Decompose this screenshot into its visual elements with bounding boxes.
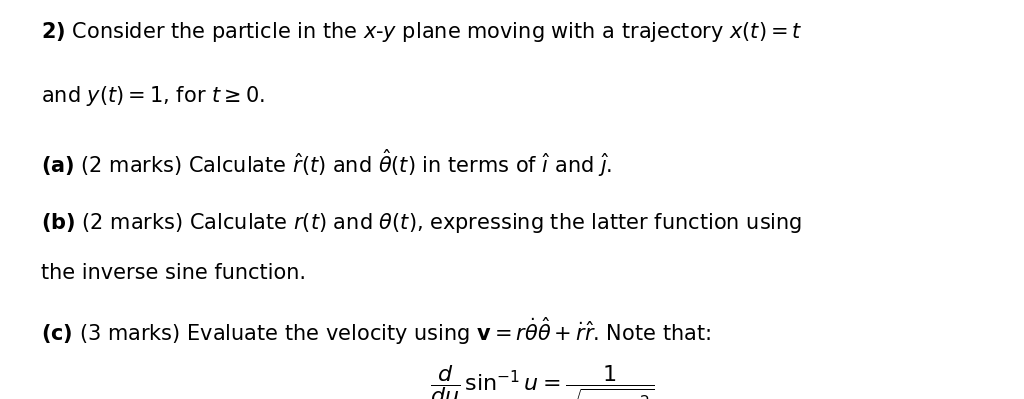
Text: $\dfrac{d}{du}\,\sin^{-1} u = \dfrac{1}{\sqrt{1 - u^2}}$: $\dfrac{d}{du}\,\sin^{-1} u = \dfrac{1}{…	[430, 363, 654, 399]
Text: $\mathbf{(a)}$ (2 marks) Calculate $\hat{r}(t)$ and $\hat{\theta}(t)$ in terms o: $\mathbf{(a)}$ (2 marks) Calculate $\hat…	[41, 148, 612, 179]
Text: $\mathbf{(b)}$ (2 marks) Calculate $r(t)$ and $\theta(t)$, expressing the latter: $\mathbf{(b)}$ (2 marks) Calculate $r(t)…	[41, 211, 802, 235]
Text: and $y(t) = 1$, for $t \geq 0$.: and $y(t) = 1$, for $t \geq 0$.	[41, 84, 264, 108]
Text: $\mathbf{(c)}$ (3 marks) Evaluate the velocity using $\mathbf{v} = r\dot{\theta}: $\mathbf{(c)}$ (3 marks) Evaluate the ve…	[41, 315, 711, 347]
Text: the inverse sine function.: the inverse sine function.	[41, 263, 306, 283]
Text: $\mathbf{2)}$ Consider the particle in the $x$-$y$ plane moving with a trajector: $\mathbf{2)}$ Consider the particle in t…	[41, 20, 803, 44]
